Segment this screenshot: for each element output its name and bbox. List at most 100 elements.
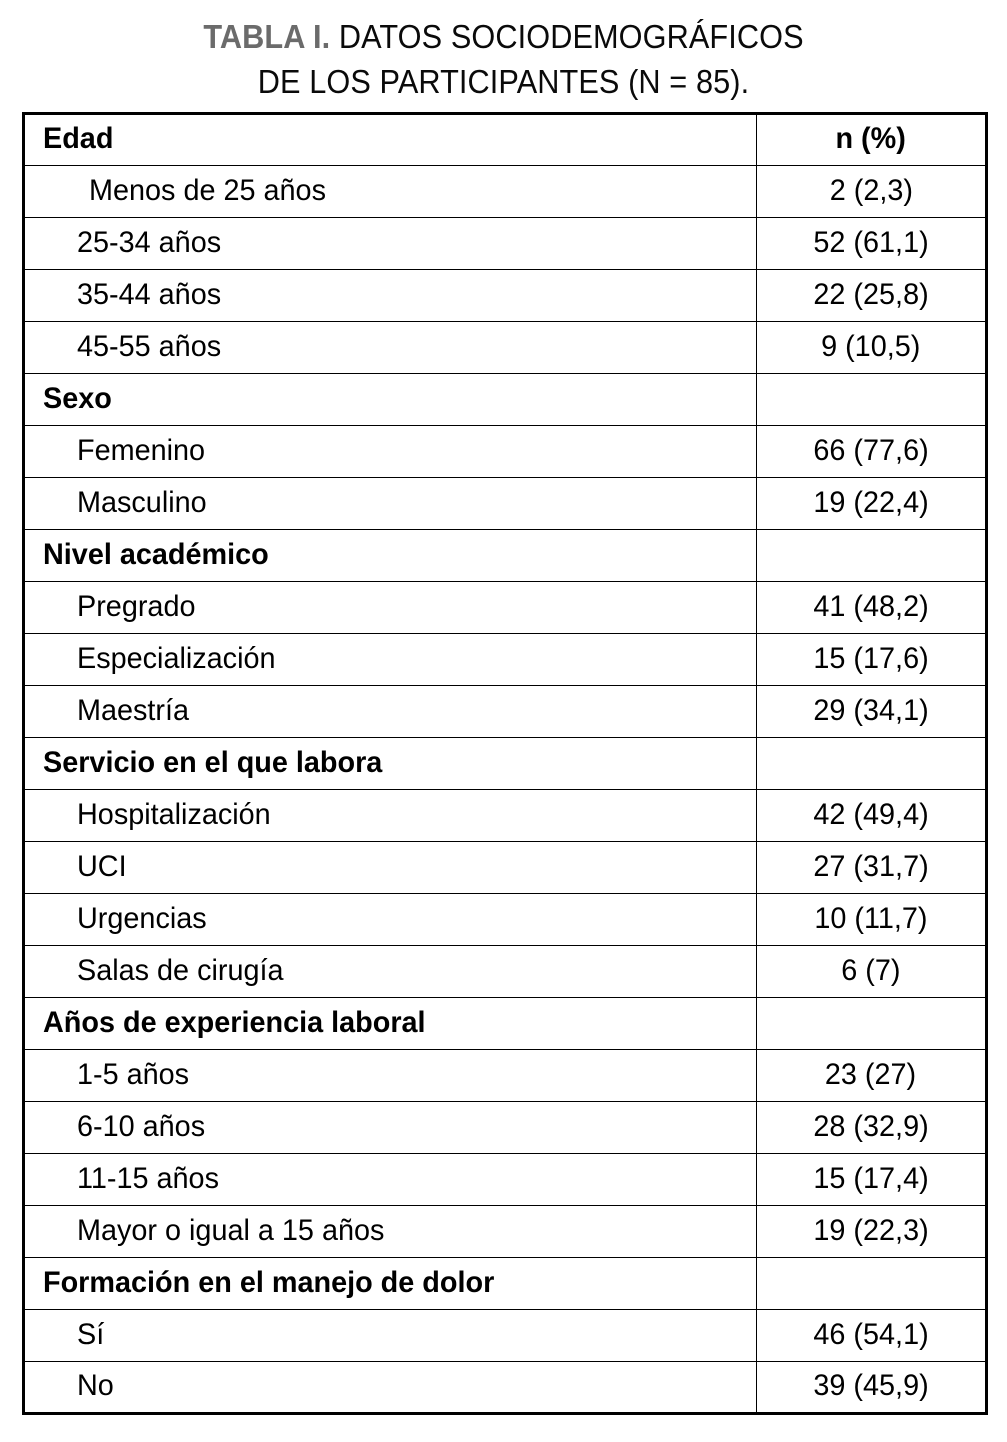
row-value-cell: 19 (22,3) [756,1205,987,1258]
row-value-cell: 15 (17,6) [756,633,987,686]
table-row: 25-34 años 52 (61,1) [23,217,987,270]
cell-text: 6-10 años [77,1109,206,1143]
cell-text: 66 (77,6) [813,433,929,467]
row-label-cell: 6-10 años [23,1101,757,1154]
cell-text: Maestría [77,693,190,727]
row-label-cell: Femenino [23,425,757,478]
cell-text: Años de experiencia laboral [43,1005,426,1039]
caption-line-1: TABLA I. DATOS SOCIODEMOGRÁFICOS [35,14,972,59]
cell-text: 19 (22,4) [813,485,929,519]
table-row: Maestría 29 (34,1) [23,685,987,738]
table-row: Sí 46 (54,1) [23,1309,987,1362]
cell-text: 10 (11,7) [814,901,928,935]
row-label-cell: 35-44 años [23,269,757,322]
cell-text: 29 (34,1) [813,693,929,727]
table-row: 11-15 años 15 (17,4) [23,1153,987,1206]
cell-text: Salas de cirugía [77,953,284,987]
cell-text: UCI [77,849,127,883]
cell-text: 9 (10,5) [821,329,921,363]
row-value-cell: 22 (25,8) [756,269,987,322]
row-label-cell: UCI [23,841,757,894]
cell-text: 1-5 años [77,1057,190,1091]
row-label-cell: No [23,1361,757,1414]
value-column-header-cell: n (%) [756,113,987,166]
row-value-cell: 23 (27) [756,1049,987,1102]
cell-text: Edad [43,122,114,155]
table-row: Hospitalización 42 (49,4) [23,789,987,842]
cell-text: 42 (49,4) [813,797,929,831]
cell-text: Menos de 25 años [89,173,326,207]
row-value-cell: 19 (22,4) [756,477,987,530]
cell-text: Sexo [43,381,112,415]
cell-text: 28 (32,9) [813,1109,929,1143]
row-label-cell: 11-15 años [23,1153,757,1206]
row-value-cell: 27 (31,7) [756,841,987,894]
row-label-cell: 25-34 años [23,217,757,270]
cell-text: n (%) [835,122,907,155]
table-row: 6-10 años 28 (32,9) [23,1101,987,1154]
row-value-cell: 6 (7) [756,945,987,998]
row-value-cell: 28 (32,9) [756,1101,987,1154]
table-section-row: Nivel académico [23,529,987,582]
cell-text: Femenino [77,433,206,467]
row-value-cell [756,1257,987,1310]
cell-text: 2 (2,3) [829,173,913,207]
row-value-cell: 42 (49,4) [756,789,987,842]
cell-text: 23 (27) [825,1057,917,1091]
section-label-cell: Edad [23,113,757,166]
cell-text: Masculino [77,485,207,519]
row-value-cell [756,373,987,426]
row-value-cell: 46 (54,1) [756,1309,987,1362]
cell-text: 41 (48,2) [813,589,929,623]
table-row: 45-55 años 9 (10,5) [23,321,987,374]
caption-line-2: DE LOS PARTICIPANTES (N = 85). [257,63,750,100]
row-label-cell: Urgencias [23,893,757,946]
cell-text: 25-34 años [77,225,222,259]
table-row: Especialización 15 (17,6) [23,633,987,686]
row-label-cell: Especialización [23,633,757,686]
table-row: 35-44 años 22 (25,8) [23,269,987,322]
sociodemographic-table-container: Edad n (%) Menos de 25 años 2 (2,3) 25-34 añ… [22,112,988,1415]
cell-text: 22 (25,8) [813,277,929,311]
table-row: Masculino 19 (22,4) [23,477,987,530]
row-label-cell: Maestría [23,685,757,738]
table-section-row: Sexo [23,373,987,426]
cell-text: 15 (17,4) [813,1161,929,1195]
table-row: Mayor o igual a 15 años 19 (22,3) [23,1205,987,1258]
row-label-cell: Pregrado [23,581,757,634]
table-row: No 39 (45,9) [23,1361,987,1414]
table-section-row: Años de experiencia laboral [23,997,987,1050]
table-row: Urgencias 10 (11,7) [23,893,987,946]
table-section-row: Formación en el manejo de dolor [23,1257,987,1310]
cell-text: Nivel académico [43,537,269,571]
section-label-cell: Años de experiencia laboral [23,997,757,1050]
cell-text: 6 (7) [841,953,901,987]
cell-text: 45-55 años [77,329,222,363]
table-section-row: Edad n (%) [23,113,987,166]
sociodemographic-table: Edad n (%) Menos de 25 años 2 (2,3) 25-34 añ… [22,112,988,1415]
table-caption: TABLA I. DATOS SOCIODEMOGRÁFICOS DE LOS … [0,0,1007,104]
table-body: Edad n (%) Menos de 25 años 2 (2,3) 25-34 añ… [23,113,987,1414]
row-value-cell: 2 (2,3) [756,165,987,218]
cell-text: 52 (61,1) [813,225,929,259]
table-row: Femenino 66 (77,6) [23,425,987,478]
row-label-cell: Masculino [23,477,757,530]
cell-text: Sí [77,1317,105,1351]
section-label-cell: Servicio en el que labora [23,737,757,790]
cell-text: Pregrado [77,589,196,623]
section-label-cell: Sexo [23,373,757,426]
cell-text: Servicio en el que labora [43,745,383,779]
row-value-cell: 52 (61,1) [756,217,987,270]
table-row: Salas de cirugía 6 (7) [23,945,987,998]
cell-text: Mayor o igual a 15 años [77,1213,385,1247]
table-section-row: Servicio en el que labora [23,737,987,790]
table-row: Menos de 25 años 2 (2,3) [23,165,987,218]
row-value-cell: 39 (45,9) [756,1361,987,1414]
section-label-cell: Nivel académico [23,529,757,582]
table-row: UCI 27 (31,7) [23,841,987,894]
row-value-cell: 66 (77,6) [756,425,987,478]
row-value-cell: 29 (34,1) [756,685,987,738]
cell-text: Formación en el manejo de dolor [43,1265,495,1299]
row-label-cell: Mayor o igual a 15 años [23,1205,757,1258]
